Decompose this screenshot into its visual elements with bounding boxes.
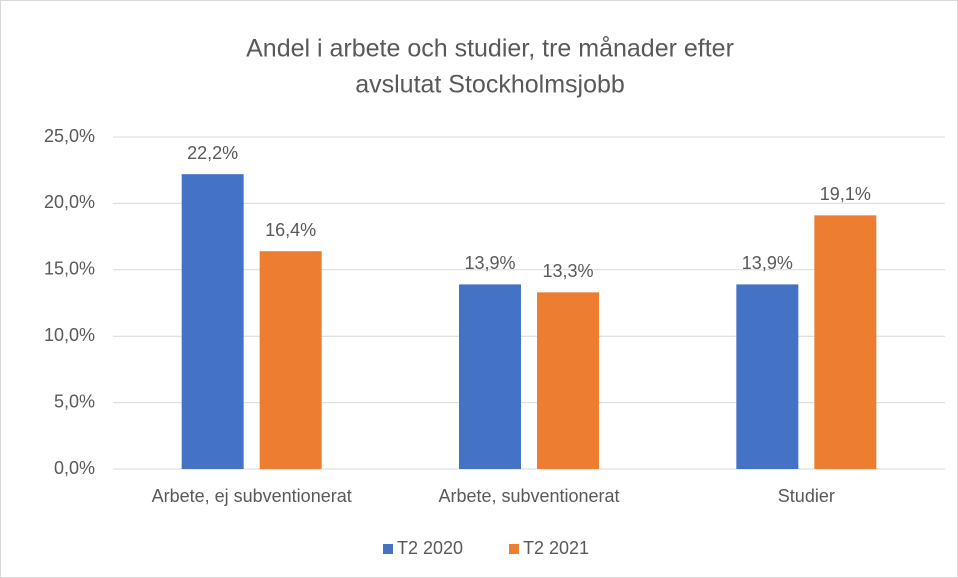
- x-tick-label: Studier: [778, 486, 835, 506]
- x-tick-label: Arbete, ej subventionerat: [152, 486, 352, 506]
- y-tick-label: 25,0%: [44, 126, 95, 146]
- y-tick-label: 0,0%: [54, 458, 95, 478]
- bar: [736, 284, 799, 469]
- legend-swatch: [383, 544, 393, 554]
- legend-swatch: [509, 544, 519, 554]
- legend-label: T2 2020: [397, 538, 463, 558]
- data-label: 13,9%: [742, 253, 793, 273]
- x-tick-label: Arbete, subventionerat: [438, 486, 619, 506]
- y-tick-label: 5,0%: [54, 391, 95, 411]
- data-label: 13,9%: [464, 253, 515, 273]
- bar: [181, 174, 244, 469]
- bar: [814, 215, 877, 469]
- bar: [259, 251, 322, 469]
- data-label: 22,2%: [187, 143, 238, 163]
- y-tick-label: 20,0%: [44, 192, 95, 212]
- data-label: 19,1%: [820, 184, 871, 204]
- data-label: 13,3%: [542, 261, 593, 281]
- y-tick-label: 15,0%: [44, 259, 95, 279]
- y-tick-label: 10,0%: [44, 325, 95, 345]
- bar: [537, 292, 599, 469]
- bar: [459, 284, 521, 469]
- legend-label: T2 2021: [523, 538, 589, 558]
- data-label: 16,4%: [265, 220, 316, 240]
- chart-title: Andel i arbete och studier, tre månader …: [246, 35, 734, 63]
- chart-title: avslutat Stockholmsjobb: [355, 71, 625, 99]
